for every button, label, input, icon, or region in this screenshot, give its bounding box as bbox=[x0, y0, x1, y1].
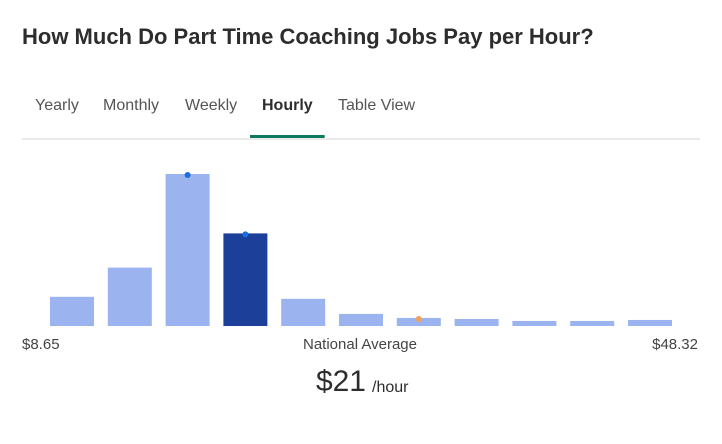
bar bbox=[50, 296, 94, 326]
bar bbox=[570, 320, 615, 326]
center-label: National Average bbox=[303, 336, 417, 353]
min-label: $8.65 bbox=[22, 336, 60, 353]
tab[interactable]: Yearly bbox=[35, 97, 79, 114]
bar bbox=[281, 298, 326, 326]
summary-unit: /hour bbox=[372, 379, 409, 396]
marker bbox=[415, 315, 422, 322]
marker bbox=[184, 172, 191, 178]
bar bbox=[512, 320, 557, 326]
bar bbox=[223, 233, 268, 326]
summary-value: $21 bbox=[316, 365, 366, 398]
bar bbox=[107, 267, 152, 326]
tab[interactable]: Monthly bbox=[103, 97, 159, 114]
bar bbox=[454, 318, 499, 326]
tab[interactable]: Weekly bbox=[185, 97, 237, 114]
tab[interactable]: Hourly bbox=[262, 97, 313, 114]
bar bbox=[165, 174, 210, 326]
bar bbox=[628, 319, 672, 326]
bar bbox=[396, 317, 441, 326]
title: How Much Do Part Time Coaching Jobs Pay … bbox=[22, 24, 594, 49]
marker bbox=[242, 231, 249, 238]
tab[interactable]: Table View bbox=[338, 97, 416, 114]
max-label: $48.32 bbox=[652, 336, 698, 353]
tab-underline bbox=[250, 135, 325, 138]
bar bbox=[339, 313, 383, 326]
